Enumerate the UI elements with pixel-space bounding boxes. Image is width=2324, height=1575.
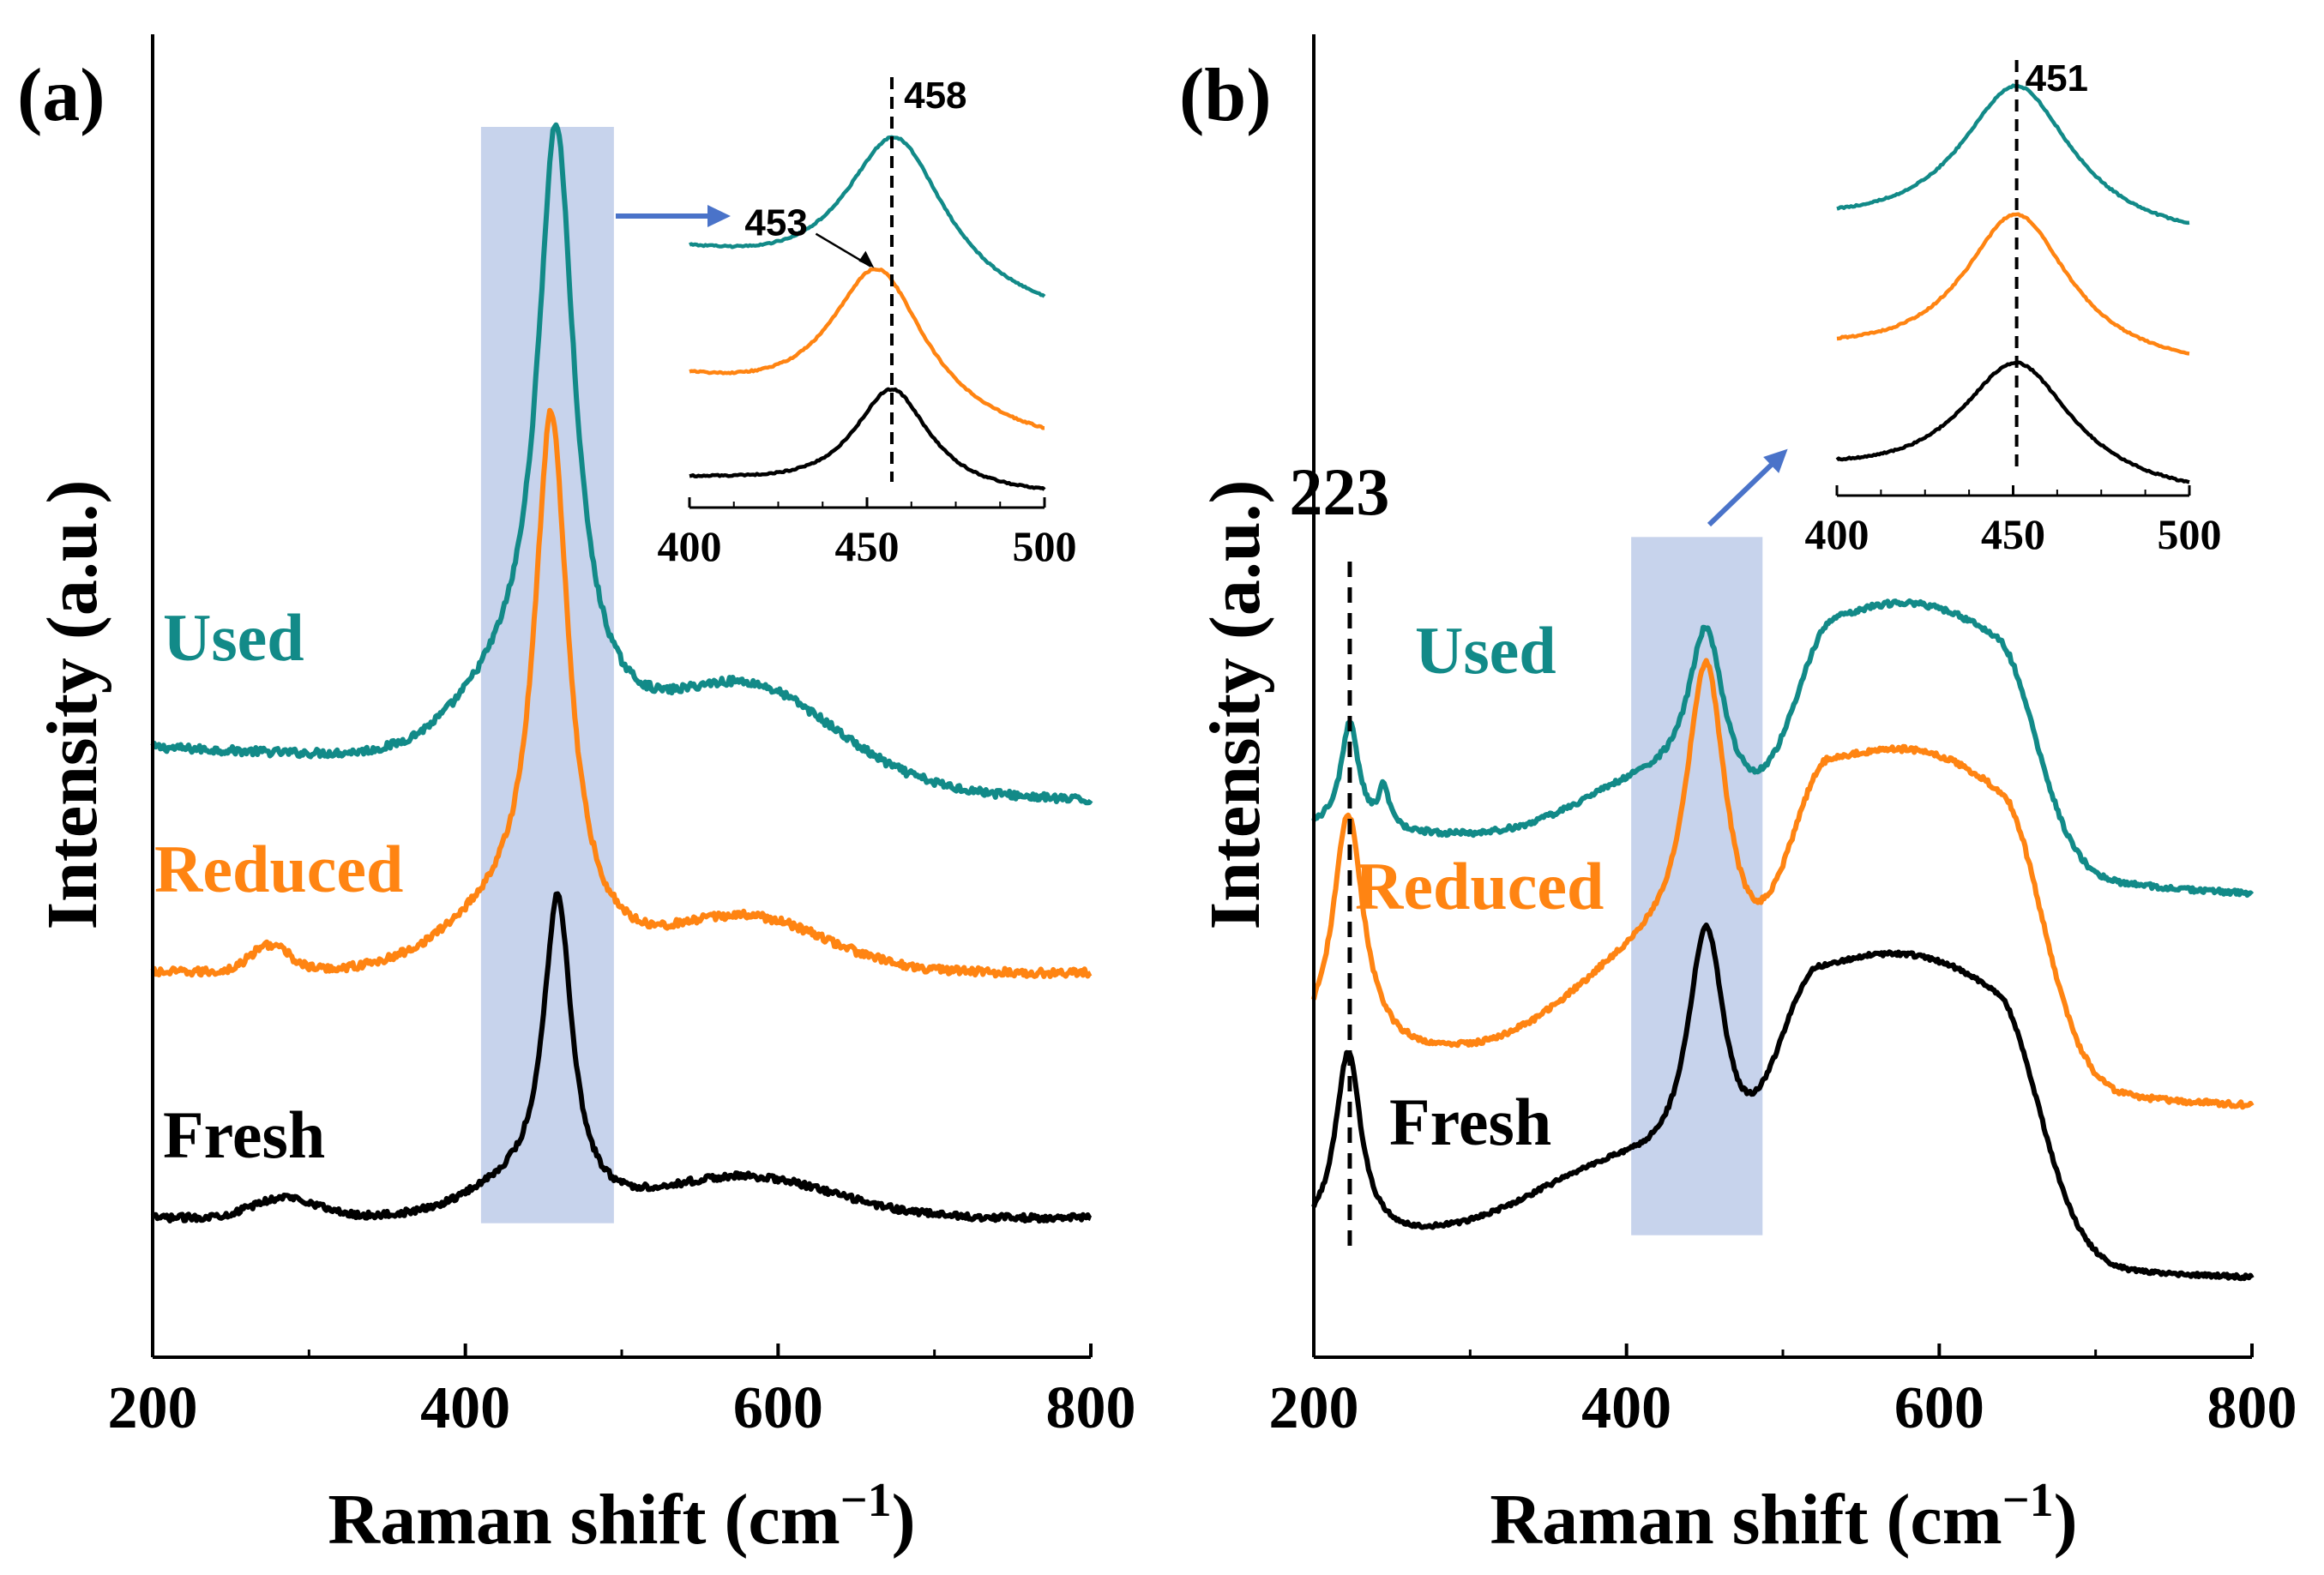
series-label-reduced: Reduced	[154, 832, 403, 906]
panel-label-a: (a)	[17, 54, 105, 137]
inset-line-reduced	[689, 267, 1045, 430]
inset-arrow-head	[707, 204, 731, 228]
series-label-fresh: Fresh	[163, 1097, 325, 1172]
peak-annotation: 223	[1289, 454, 1389, 529]
x-tick-label: 400	[1581, 1375, 1671, 1441]
inset-x-tick-label: 500	[1013, 522, 1077, 570]
inset-line-used	[689, 135, 1046, 298]
inset-annotation-arrowhead	[858, 250, 875, 268]
series-line-used	[150, 122, 1093, 806]
inset-x-tick-label: 500	[2158, 510, 2222, 558]
inset-line-reduced	[1836, 212, 2190, 356]
series-line-used	[1311, 598, 2255, 899]
x-tick-label: 800	[2207, 1375, 2297, 1441]
panel-a-plot: Used Reduced Fresh 200 400 600 800 400 450 500 458…	[108, 34, 1136, 1441]
x-tick-label: 600	[733, 1375, 823, 1441]
highlight-band	[480, 127, 614, 1223]
y-axis-label-b: Intensity (a.u.)	[1195, 479, 1275, 929]
inset-line-fresh	[689, 387, 1046, 491]
series-label-fresh: Fresh	[1389, 1085, 1551, 1159]
inset-x-tick-label: 450	[835, 522, 900, 570]
x-tick-label: 800	[1046, 1375, 1136, 1441]
series-line-fresh	[1311, 923, 2255, 1282]
panel-b-plot: Used Reduced Fresh 223 200 400 600 800 400 450 500…	[1269, 34, 2297, 1441]
inset-annotation-453: 453	[744, 202, 807, 244]
inset-x-tick-label: 450	[1981, 510, 2045, 558]
inset-x-tick-label: 400	[1805, 510, 1869, 558]
x-tick-label: 200	[1269, 1375, 1359, 1441]
series-line-reduced	[1311, 658, 2255, 1110]
inset-arrow	[1707, 454, 1783, 527]
panel-label-b: (b)	[1179, 54, 1272, 137]
x-tick-label: 200	[108, 1375, 198, 1441]
x-axis-label-a: Raman shift (cm−1)	[328, 1474, 915, 1560]
x-axis-label-b: Raman shift (cm−1)	[1490, 1474, 2077, 1560]
inset-x-tick-label: 400	[658, 522, 722, 570]
inset-line-fresh	[1835, 360, 2190, 484]
panel-b: (b) Used Reduced Fresh 223 200 400 600 800 400 45…	[1179, 34, 2297, 1560]
x-tick-label: 600	[1894, 1375, 1984, 1441]
series-label-used: Used	[1415, 613, 1556, 688]
y-axis-label-a: Intensity (a.u.)	[33, 479, 112, 929]
series-line-fresh	[150, 891, 1093, 1224]
inset-annotation-458: 458	[904, 75, 966, 117]
x-tick-label: 400	[420, 1375, 510, 1441]
series-label-used: Used	[163, 600, 304, 675]
inset-line-used	[1836, 83, 2190, 225]
series-label-reduced: Reduced	[1355, 849, 1604, 923]
inset-annotation-451: 451	[2026, 57, 2088, 99]
inset-plot: 400 450 500 451	[1805, 57, 2222, 558]
series-line-reduced	[150, 407, 1093, 979]
panel-a: (a) Used Reduced Fresh 200 400 600 800 400 450 50…	[17, 34, 1136, 1560]
inset-arrow-head	[1763, 448, 1788, 473]
inset-plot: 400 450 500 458 453	[658, 75, 1077, 570]
